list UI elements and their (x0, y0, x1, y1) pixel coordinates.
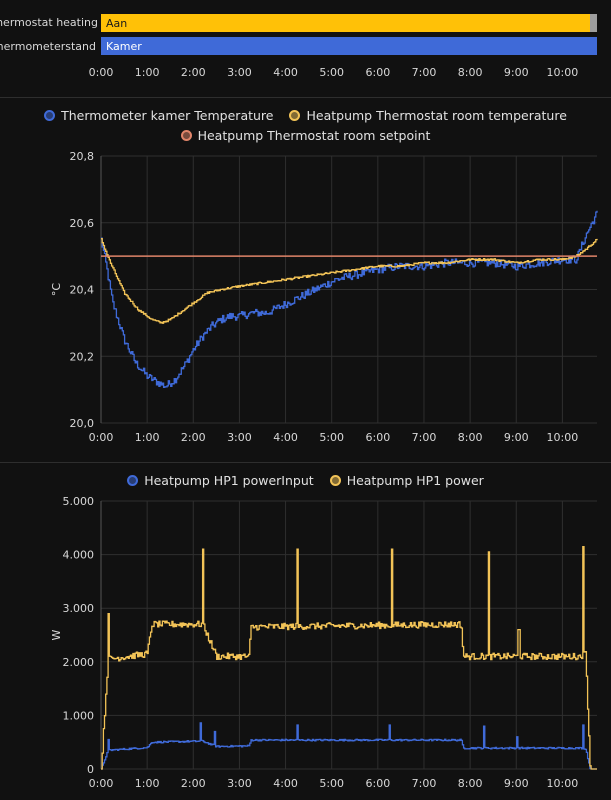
y-tick-label: 20,4 (70, 284, 95, 297)
x-tick-label: 5:00 (319, 431, 344, 444)
x-tick-label: 5:00 (319, 66, 344, 79)
legend-dot (329, 474, 341, 486)
legend-item[interactable]: Heatpump HP1 powerInput (127, 472, 314, 488)
timeline-chart: p Thermostat heating Aan Thermometerstan… (0, 14, 597, 79)
power-chart: 0 1.000 2.000 3.000 4.000 5.000 0:00 1:00 2:00 3:… (50, 495, 597, 790)
x-tick-label: 7:00 (412, 431, 437, 444)
x-tick-label: 8:00 (458, 777, 483, 790)
x-tick-label: 9:00 (504, 66, 529, 79)
x-tick-label: 9:00 (504, 777, 529, 790)
series-line-2[interactable] (101, 238, 598, 324)
legend-label: Thermometer kamer Temperature (61, 107, 274, 123)
x-tick-label: 9:00 (504, 431, 529, 444)
x-tick-label: 5:00 (319, 777, 344, 790)
series-line-1[interactable] (101, 722, 597, 770)
x-tick-label: 0:00 (89, 66, 114, 79)
x-tick-label: 4:00 (273, 431, 298, 444)
legend-dot (127, 474, 139, 486)
y-tick-label: 0 (87, 763, 94, 776)
legend-label: Heatpump Thermostat room setpoint (197, 127, 431, 143)
x-tick-label: 1:00 (135, 431, 160, 444)
y-tick-label: 20,0 (70, 417, 95, 430)
legend-dot (44, 109, 56, 121)
x-tick-label: 3:00 (227, 431, 252, 444)
timeline-row-label: p Thermostat heating (0, 16, 98, 29)
y-tick-label: 20,8 (70, 150, 95, 163)
x-tick-label: 3:00 (227, 66, 252, 79)
x-tick-label: 1:00 (135, 777, 160, 790)
x-tick-label: 4:00 (273, 66, 298, 79)
x-tick-label: 2:00 (181, 66, 206, 79)
x-tick-label: 7:00 (412, 777, 437, 790)
temp-legend-row2: Heatpump Thermostat room setpoint (0, 126, 611, 144)
legend-dot (180, 129, 192, 141)
legend-label: Heatpump HP1 power (346, 472, 484, 488)
x-tick-label: 3:00 (227, 777, 252, 790)
divider (0, 97, 611, 98)
y-axis-label: °C (50, 283, 63, 297)
y-tick-label: 5.000 (63, 495, 95, 508)
legend-item[interactable]: Heatpump Thermostat room temperature (289, 107, 567, 123)
x-tick-label: 10:00 (547, 777, 579, 790)
x-tick-label: 6:00 (365, 431, 390, 444)
power-legend: Heatpump HP1 powerInput Heatpump HP1 pow… (0, 471, 611, 489)
legend-item[interactable]: Heatpump HP1 power (329, 472, 484, 488)
legend-item[interactable]: Heatpump Thermostat room setpoint (180, 127, 431, 143)
x-tick-label: 0:00 (89, 431, 114, 444)
x-tick-label: 6:00 (365, 777, 390, 790)
x-tick-label: 10:00 (547, 66, 579, 79)
legend-dot (289, 109, 301, 121)
x-tick-label: 4:00 (273, 777, 298, 790)
x-tick-label: 2:00 (181, 777, 206, 790)
x-tick-label: 8:00 (458, 431, 483, 444)
x-tick-label: 8:00 (458, 66, 483, 79)
temperature-chart: 20,0 20,2 20,4 20,6 20,8 0:00 1:00 2:00 3:00 4:00… (50, 150, 598, 444)
timeline-bar-heating[interactable] (101, 14, 590, 32)
x-tick-label: 6:00 (365, 66, 390, 79)
timeline-row-label: Thermometerstand (0, 40, 96, 53)
x-tick-label: 2:00 (181, 431, 206, 444)
series-line-2[interactable] (101, 545, 597, 770)
timeline-bar-heating-end[interactable] (590, 14, 597, 32)
x-tick-label: 0:00 (89, 777, 114, 790)
temp-legend: Thermometer kamer Temperature Heatpump T… (0, 106, 611, 124)
y-tick-label: 4.000 (63, 549, 95, 562)
y-tick-label: 20,2 (70, 350, 95, 363)
x-tick-label: 7:00 (412, 66, 437, 79)
y-tick-label: 2.000 (63, 656, 95, 669)
divider (0, 462, 611, 463)
legend-label: Heatpump HP1 powerInput (144, 472, 314, 488)
timeline-bar-label: Kamer (106, 40, 142, 53)
y-axis-label: W (50, 629, 63, 640)
x-tick-label: 1:00 (135, 66, 160, 79)
x-tick-label: 10:00 (547, 431, 579, 444)
series-line-1[interactable] (101, 210, 598, 388)
legend-item[interactable]: Thermometer kamer Temperature (44, 108, 273, 123)
timeline-bar-label: Aan (106, 17, 127, 30)
y-tick-label: 1.000 (63, 709, 95, 722)
legend-label: Heatpump Thermostat room temperature (306, 107, 567, 123)
y-tick-label: 3.000 (63, 602, 95, 615)
timeline-bar-thermometer[interactable] (101, 37, 597, 55)
y-tick-label: 20,6 (70, 217, 95, 230)
